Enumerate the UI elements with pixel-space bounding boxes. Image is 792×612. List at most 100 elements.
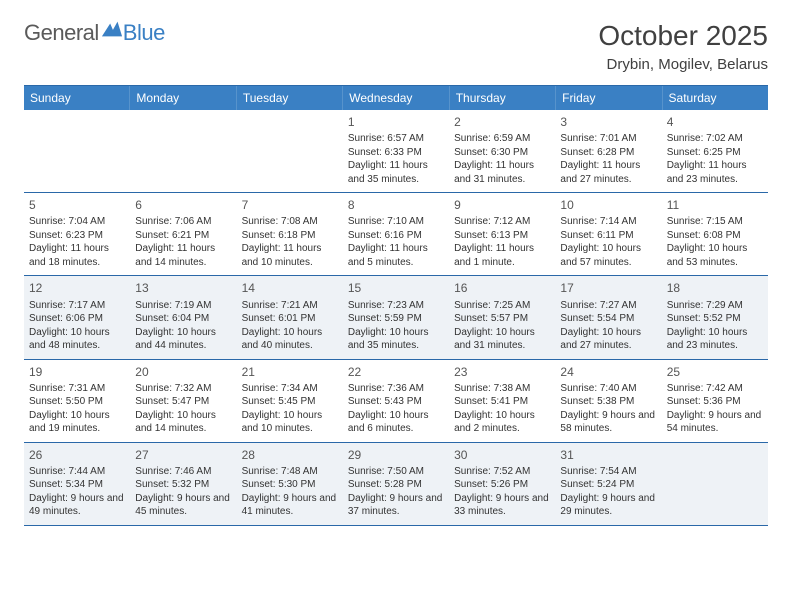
sunrise-text: Sunrise: 7:08 AM — [242, 215, 338, 229]
sunset-text: Sunset: 6:01 PM — [242, 312, 338, 326]
day-number: 10 — [560, 197, 656, 213]
day-cell: 20 Sunrise: 7:32 AMSunset: 5:47 PMDayligh… — [130, 360, 236, 442]
daylight-text: Daylight: 10 hours and 6 minutes. — [348, 409, 444, 436]
daylight-text: Daylight: 10 hours and 10 minutes. — [242, 409, 338, 436]
daylight-text: Daylight: 11 hours and 5 minutes. — [348, 242, 444, 269]
days-of-week-header: Sunday Monday Tuesday Wednesday Thursday… — [24, 86, 768, 110]
day-number: 11 — [667, 197, 763, 213]
sunset-text: Sunset: 6:28 PM — [560, 146, 656, 160]
day-number: 22 — [348, 364, 444, 380]
day-number: 23 — [454, 364, 550, 380]
sunrise-text: Sunrise: 7:32 AM — [135, 382, 231, 396]
day-cell: 26Sunrise: 7:44 AMSunset: 5:34 PMDayligh… — [24, 443, 130, 525]
day-number: 6 — [135, 197, 231, 213]
day-number: 30 — [454, 447, 550, 463]
day-cell: 17Sunrise: 7:27 AMSunset: 5:54 PMDayligh… — [555, 276, 661, 358]
day-cell: 29Sunrise: 7:50 AMSunset: 5:28 PMDayligh… — [343, 443, 449, 525]
sunset-text: Sunset: 6:33 PM — [348, 146, 444, 160]
sunset-text: Sunset: 5:36 PM — [667, 395, 763, 409]
sunset-text: Sunset: 6:04 PM — [135, 312, 231, 326]
sunset-text: Sunset: 5:28 PM — [348, 478, 444, 492]
day-number: 20 — [135, 364, 231, 380]
sunrise-text: Sunrise: 6:59 AM — [454, 132, 550, 146]
logo-mark-icon — [101, 20, 123, 38]
sunset-text: Sunset: 5:32 PM — [135, 478, 231, 492]
header: General Blue October 2025 Drybin, Mogile… — [24, 20, 768, 73]
daylight-text: Daylight: 10 hours and 19 minutes. — [29, 409, 125, 436]
day-number: 5 — [29, 197, 125, 213]
day-cell: 30Sunrise: 7:52 AMSunset: 5:26 PMDayligh… — [449, 443, 555, 525]
daylight-text: Daylight: 9 hours and 33 minutes. — [454, 492, 550, 519]
calendar: Sunday Monday Tuesday Wednesday Thursday… — [24, 85, 768, 526]
day-cell: 16Sunrise: 7:25 AMSunset: 5:57 PMDayligh… — [449, 276, 555, 358]
day-number: 14 — [242, 280, 338, 296]
sunset-text: Sunset: 5:45 PM — [242, 395, 338, 409]
sunrise-text: Sunrise: 7:36 AM — [348, 382, 444, 396]
sunrise-text: Sunrise: 7:31 AM — [29, 382, 125, 396]
daylight-text: Daylight: 10 hours and 14 minutes. — [135, 409, 231, 436]
sunrise-text: Sunrise: 7:25 AM — [454, 299, 550, 313]
day-cell: 6Sunrise: 7:06 AMSunset: 6:21 PMDaylight… — [130, 193, 236, 275]
sunset-text: Sunset: 5:59 PM — [348, 312, 444, 326]
daylight-text: Daylight: 10 hours and 48 minutes. — [29, 326, 125, 353]
sunrise-text: Sunrise: 7:02 AM — [667, 132, 763, 146]
day-cell: 31Sunrise: 7:54 AMSunset: 5:24 PMDayligh… — [555, 443, 661, 525]
day-number: 27 — [135, 447, 231, 463]
sunset-text: Sunset: 6:16 PM — [348, 229, 444, 243]
daylight-text: Daylight: 11 hours and 27 minutes. — [560, 159, 656, 186]
sunrise-text: Sunrise: 7:40 AM — [560, 382, 656, 396]
dow-sunday: Sunday — [24, 86, 130, 110]
day-cell: 5Sunrise: 7:04 AMSunset: 6:23 PMDaylight… — [24, 193, 130, 275]
day-number: 24 — [560, 364, 656, 380]
sunset-text: Sunset: 6:13 PM — [454, 229, 550, 243]
day-cell: 22 Sunrise: 7:36 AMSunset: 5:43 PMDayligh… — [343, 360, 449, 442]
sunrise-text: Sunrise: 7:34 AM — [242, 382, 338, 396]
daylight-text: Daylight: 10 hours and 23 minutes. — [667, 326, 763, 353]
day-cell: 4Sunrise: 7:02 AMSunset: 6:25 PMDaylight… — [662, 110, 768, 192]
sunset-text: Sunset: 5:24 PM — [560, 478, 656, 492]
sunrise-text: Sunrise: 7:23 AM — [348, 299, 444, 313]
day-number: 9 — [454, 197, 550, 213]
sunrise-text: Sunrise: 7:38 AM — [454, 382, 550, 396]
daylight-text: Daylight: 10 hours and 57 minutes. — [560, 242, 656, 269]
day-number: 26 — [29, 447, 125, 463]
sunrise-text: Sunrise: 7:17 AM — [29, 299, 125, 313]
dow-saturday: Saturday — [663, 86, 768, 110]
sunset-text: Sunset: 6:08 PM — [667, 229, 763, 243]
day-cell: 14Sunrise: 7:21 AMSunset: 6:01 PMDayligh… — [237, 276, 343, 358]
sunrise-text: Sunrise: 6:57 AM — [348, 132, 444, 146]
week-row: 19Sunrise: 7:31 AMSunset: 5:50 PMDayligh… — [24, 360, 768, 443]
day-number: 15 — [348, 280, 444, 296]
day-cell: 3 Sunrise: 7:01 AMSunset: 6:28 PMDaylight… — [555, 110, 661, 192]
sunset-text: Sunset: 5:43 PM — [348, 395, 444, 409]
day-cell: 25Sunrise: 7:42 AMSunset: 5:36 PMDayligh… — [662, 360, 768, 442]
day-cell — [662, 443, 768, 525]
sunrise-text: Sunrise: 7:06 AM — [135, 215, 231, 229]
day-number: 19 — [29, 364, 125, 380]
day-number: 3 — [560, 114, 656, 130]
sunset-text: Sunset: 5:52 PM — [667, 312, 763, 326]
dow-wednesday: Wednesday — [343, 86, 449, 110]
daylight-text: Daylight: 10 hours and 27 minutes. — [560, 326, 656, 353]
day-cell: 11Sunrise: 7:15 AMSunset: 6:08 PMDayligh… — [662, 193, 768, 275]
sunset-text: Sunset: 5:34 PM — [29, 478, 125, 492]
day-cell: 27Sunrise: 7:46 AMSunset: 5:32 PMDayligh… — [130, 443, 236, 525]
sunrise-text: Sunrise: 7:42 AM — [667, 382, 763, 396]
sunset-text: Sunset: 6:18 PM — [242, 229, 338, 243]
sunrise-text: Sunrise: 7:01 AM — [560, 132, 656, 146]
day-number: 29 — [348, 447, 444, 463]
day-cell: 8Sunrise: 7:10 AMSunset: 6:16 PMDaylight… — [343, 193, 449, 275]
day-number: 31 — [560, 447, 656, 463]
sunset-text: Sunset: 6:21 PM — [135, 229, 231, 243]
sunrise-text: Sunrise: 7:04 AM — [29, 215, 125, 229]
day-cell: 23Sunrise: 7:38 AMSunset: 5:41 PMDayligh… — [449, 360, 555, 442]
day-cell: 21Sunrise: 7:34 AMSunset: 5:45 PMDayligh… — [237, 360, 343, 442]
sunset-text: Sunset: 5:47 PM — [135, 395, 231, 409]
location: Drybin, Mogilev, Belarus — [598, 56, 768, 73]
day-number: 28 — [242, 447, 338, 463]
daylight-text: Daylight: 10 hours and 2 minutes. — [454, 409, 550, 436]
week-row: 5Sunrise: 7:04 AMSunset: 6:23 PMDaylight… — [24, 193, 768, 276]
sunset-text: Sunset: 5:30 PM — [242, 478, 338, 492]
sunset-text: Sunset: 6:06 PM — [29, 312, 125, 326]
daylight-text: Daylight: 11 hours and 35 minutes. — [348, 159, 444, 186]
